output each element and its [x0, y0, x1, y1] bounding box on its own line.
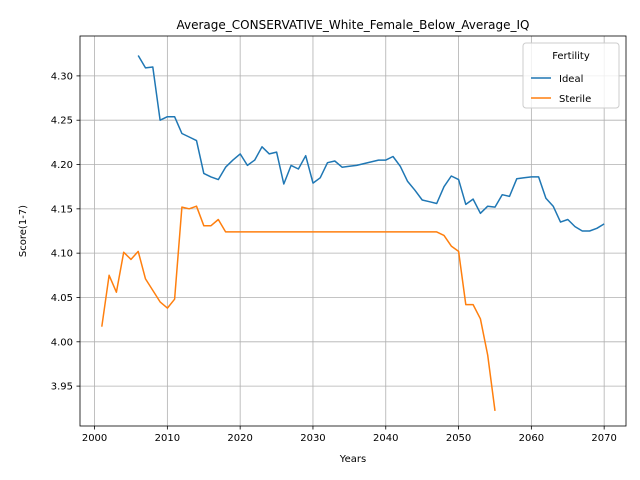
x-tick-label: 2070	[591, 433, 616, 444]
y-tick-label: 4.05	[51, 293, 73, 304]
y-tick-label: 4.00	[51, 337, 73, 348]
y-tick-label: 4.30	[51, 71, 73, 82]
y-tick-label: 4.25	[51, 116, 73, 127]
x-tick-label: 2050	[446, 433, 471, 444]
y-tick-label: 3.95	[51, 382, 73, 393]
legend-title: Fertility	[552, 51, 590, 62]
y-axis-label: Score(1-7)	[18, 205, 29, 257]
axis-ticks: 2000 2010 2020 2030 2040 2050 2060 2070 3.95 4.00…	[51, 71, 617, 444]
series-lines	[101, 55, 605, 411]
legend-box	[522, 42, 620, 109]
x-tick-label: 2000	[82, 433, 107, 444]
grid	[80, 36, 626, 426]
x-tick-label: 2030	[300, 433, 325, 444]
chart-title: Average_CONSERVATIVE_White_Female_Below_…	[177, 18, 530, 32]
x-tick-label: 2060	[519, 433, 544, 444]
legend-label-sterile: Sterile	[559, 94, 591, 105]
plot-frame	[79, 35, 627, 427]
x-axis-label: Years	[339, 454, 366, 465]
x-tick-label: 2010	[155, 433, 180, 444]
y-tick-label: 4.15	[51, 204, 73, 215]
series-line-sterile	[101, 205, 496, 411]
legend: Fertility Ideal Sterile	[522, 42, 620, 109]
y-tick-label: 4.10	[51, 249, 73, 260]
y-tick-label: 4.20	[51, 160, 73, 171]
x-tick-label: 2040	[373, 433, 398, 444]
x-tick-label: 2020	[227, 433, 252, 444]
legend-label-ideal: Ideal	[559, 74, 583, 85]
